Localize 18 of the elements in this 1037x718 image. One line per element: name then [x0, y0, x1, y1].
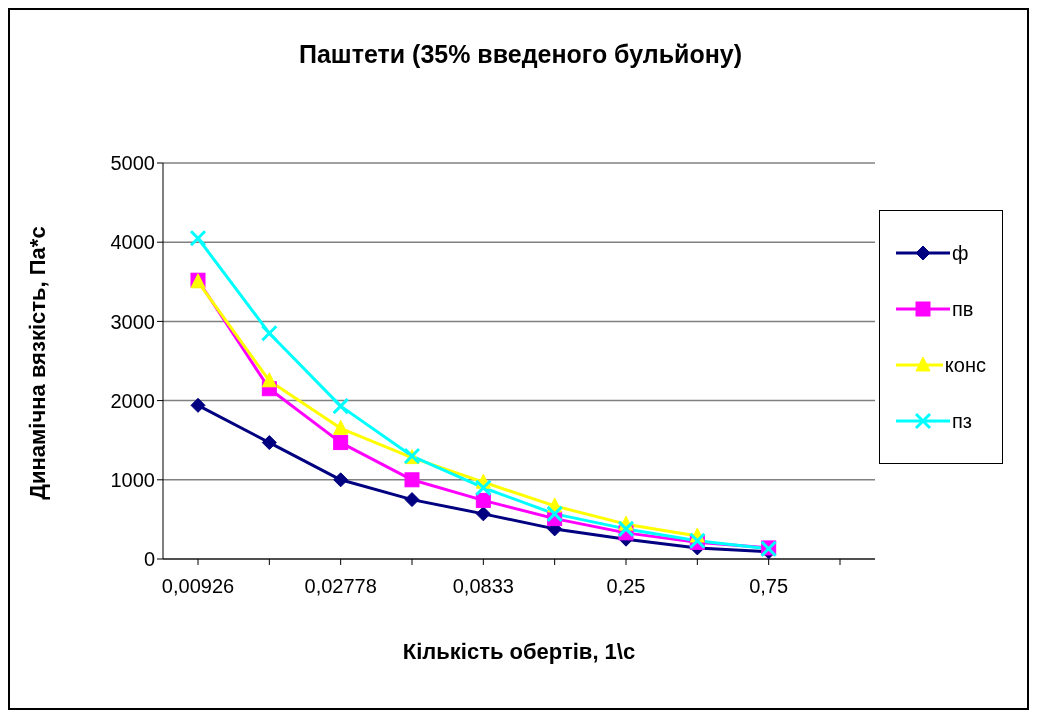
x-tick-label: 0,02778 [304, 575, 377, 598]
y-tick-label: 5000 [110, 152, 155, 175]
y-tick-label: 4000 [110, 231, 155, 254]
legend-label: пв [952, 297, 974, 321]
legend-label: конс [944, 353, 986, 377]
x-tick-label: 0,00926 [161, 575, 235, 598]
y-tick-label: 3000 [110, 310, 155, 333]
x-axis-title: Кількість обертів, 1\с [402, 638, 636, 664]
y-tick-label: 0 [143, 548, 155, 571]
chart-title: Паштети (35% введеного бульйону) [297, 40, 744, 69]
y-axis-title: Динамічна вязкість, Па*с [25, 226, 51, 500]
legend-label: пз [952, 409, 972, 433]
y-tick-label: 2000 [110, 389, 155, 412]
x-tick-label: 0,75 [749, 575, 789, 598]
x-tick-label: 0,25 [606, 575, 646, 598]
x-tick-label: 0,0833 [452, 575, 514, 598]
legend-label: ф [952, 241, 969, 265]
y-tick-label: 1000 [110, 468, 155, 491]
